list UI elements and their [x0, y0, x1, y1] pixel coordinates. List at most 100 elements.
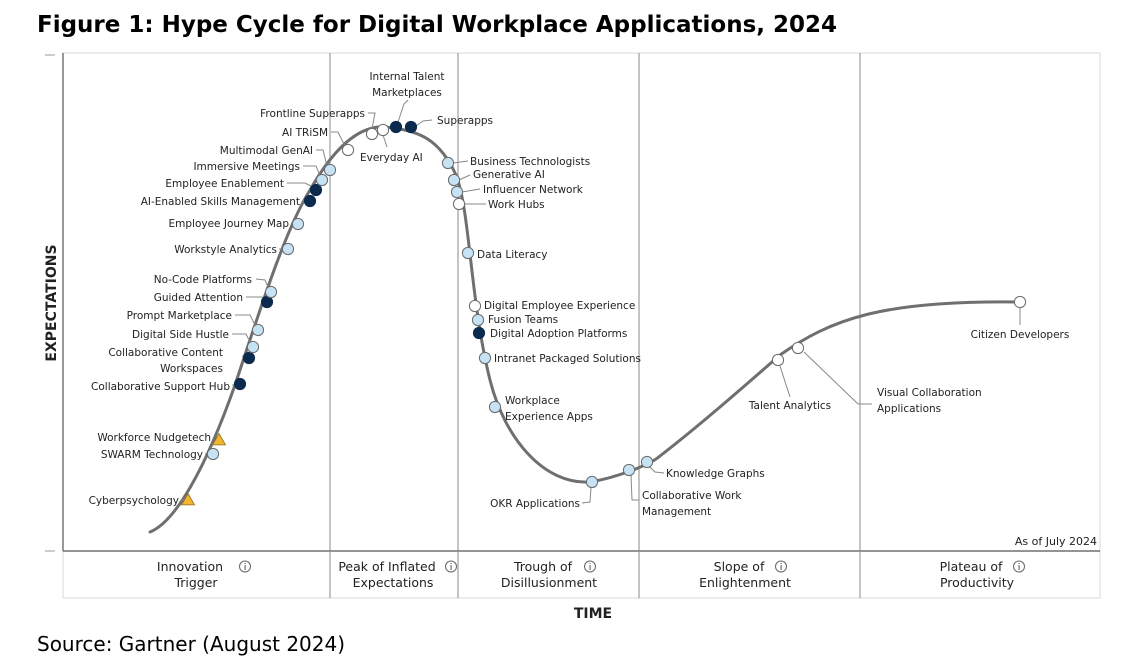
- marker-multimodal-genai[interactable]: [323, 163, 337, 177]
- leader-generative-ai: [458, 174, 471, 181]
- label-line-2: Workspaces: [160, 363, 223, 375]
- leader-prompt-marketplace: [235, 314, 257, 328]
- marker-cyberpsychology[interactable]: [180, 492, 196, 506]
- label-multimodal-genai: Multimodal GenAI: [220, 145, 313, 157]
- marker-internal-talent-marketplaces[interactable]: [389, 120, 403, 134]
- marker-data-literacy[interactable]: [461, 246, 475, 260]
- label-okr-applications: OKR Applications: [490, 498, 580, 510]
- info-icon[interactable]: i: [1013, 560, 1025, 573]
- label-business-technologists: Business Technologists: [470, 156, 590, 168]
- label-digital-adoption-platforms: Digital Adoption Platforms: [490, 328, 627, 340]
- marker-visual-collaboration-applications[interactable]: [791, 341, 805, 355]
- leader-superapps: [415, 119, 433, 127]
- phase-label-line2-productivity: Productivity: [940, 575, 1015, 590]
- marker-digital-adoption-platforms[interactable]: [472, 326, 486, 340]
- label-line-2: Management: [642, 506, 711, 518]
- phase-label-trough-of: Trough of: [513, 559, 573, 574]
- leader-employee-enablement: [287, 182, 314, 188]
- marker-knowledge-graphs[interactable]: [640, 455, 654, 469]
- leader-ai-trism: [331, 131, 346, 147]
- label-ai-trism: AI TRiSM: [282, 127, 328, 139]
- info-icon-circle: [239, 560, 251, 573]
- info-icon-circle: [445, 560, 457, 573]
- label-internal-talent-marketplaces: Internal Talent Marketplaces: [369, 71, 444, 99]
- label-collaborative-content-workspaces: Collaborative Content Workspaces: [108, 347, 223, 375]
- info-icon-glyph: i: [589, 563, 591, 573]
- label-collaborative-work-management: Collaborative Work Management: [642, 490, 742, 518]
- marker-collaborative-work-management[interactable]: [622, 463, 636, 477]
- info-icon-circle: [1013, 560, 1025, 573]
- marker-superapps[interactable]: [404, 120, 418, 134]
- marker-digital-employee-experience[interactable]: [468, 299, 482, 313]
- leader-everyday-ai: [382, 134, 388, 148]
- leader-talent-analytics: [779, 365, 791, 398]
- phase-label-slope-of: Slope of: [714, 559, 765, 574]
- label-intranet-packaged-solutions: Intranet Packaged Solutions: [494, 353, 641, 365]
- label-influencer-network: Influencer Network: [483, 184, 584, 196]
- chart-frame: [45, 52, 1101, 599]
- marker-immersive-meetings[interactable]: [315, 173, 329, 187]
- leader-okr-applications: [581, 486, 592, 504]
- leader-frontline-superapps: [368, 112, 376, 130]
- label-fusion-teams: Fusion Teams: [488, 314, 558, 326]
- figure-title: Figure 1: Hype Cycle for Digital Workpla…: [37, 12, 838, 38]
- technology-labels: Cyberpsychology SWARM Technology Workforce…: [89, 71, 1070, 518]
- info-icon[interactable]: i: [584, 560, 596, 573]
- marker-collaborative-content-workspaces[interactable]: [242, 351, 256, 365]
- marker-influencer-network[interactable]: [450, 185, 464, 199]
- info-icon-circle: [584, 560, 596, 573]
- plot-area-border: [62, 52, 1101, 599]
- label-work-hubs: Work Hubs: [488, 199, 545, 211]
- marker-business-technologists[interactable]: [441, 156, 455, 170]
- marker-employee-journey-map[interactable]: [291, 217, 305, 231]
- marker-ai-trism[interactable]: [341, 143, 355, 157]
- label-immersive-meetings: Immersive Meetings: [193, 161, 300, 173]
- label-data-literacy: Data Literacy: [477, 249, 548, 261]
- info-icon[interactable]: i: [445, 560, 457, 573]
- leader-internal-talent-marketplaces: [397, 99, 409, 123]
- label-generative-ai: Generative AI: [473, 169, 545, 181]
- phase-label-line2-trigger: Trigger: [173, 575, 218, 590]
- as-of-date: As of July 2024: [1015, 535, 1097, 548]
- marker-workstyle-analytics[interactable]: [281, 242, 295, 256]
- info-icon-glyph: i: [780, 563, 782, 573]
- marker-generative-ai[interactable]: [447, 173, 461, 187]
- marker-frontline-superapps[interactable]: [365, 127, 379, 141]
- info-icon[interactable]: i: [775, 560, 787, 573]
- marker-work-hubs[interactable]: [452, 197, 466, 211]
- marker-citizen-developers[interactable]: [1013, 295, 1027, 309]
- leader-multimodal-genai: [316, 149, 328, 167]
- phase-label-line2-disillusionment: Disillusionment: [501, 575, 597, 590]
- label-line-2: Marketplaces: [372, 87, 442, 99]
- label-knowledge-graphs: Knowledge Graphs: [666, 468, 765, 480]
- marker-okr-applications[interactable]: [585, 475, 599, 489]
- marker-talent-analytics[interactable]: [771, 353, 785, 367]
- marker-no-code-platforms[interactable]: [264, 285, 278, 299]
- label-ai-enabled-skills-management: AI-Enabled Skills Management: [141, 196, 300, 208]
- label-workplace-experience-apps: Workplace Experience Apps: [505, 395, 593, 423]
- marker-workplace-experience-apps[interactable]: [488, 400, 502, 414]
- marker-intranet-packaged-solutions[interactable]: [478, 351, 492, 365]
- marker-workforce-nudgetech[interactable]: [211, 432, 227, 446]
- marker-collaborative-support-hub[interactable]: [233, 377, 247, 391]
- marker-swarm-technology[interactable]: [206, 447, 220, 461]
- marker-employee-enablement[interactable]: [309, 183, 323, 197]
- label-cyberpsychology: Cyberpsychology: [89, 495, 179, 507]
- leader-business-technologists: [452, 160, 469, 164]
- marker-fusion-teams[interactable]: [471, 313, 485, 327]
- marker-prompt-marketplace[interactable]: [251, 323, 265, 337]
- leader-no-code-platforms: [255, 278, 270, 290]
- info-icon-circle: [775, 560, 787, 573]
- marker-ai-enabled-skills-management[interactable]: [303, 194, 317, 208]
- marker-digital-side-hustle[interactable]: [246, 340, 260, 354]
- label-visual-collaboration-applications: Visual Collaboration Applications: [877, 387, 982, 415]
- label-prompt-marketplace: Prompt Marketplace: [127, 310, 232, 322]
- info-icon[interactable]: i: [239, 560, 251, 573]
- hype-cycle-curve: [148, 125, 1022, 534]
- leader-collaborative-work-management: [630, 474, 639, 501]
- info-icon-glyph: i: [244, 563, 246, 573]
- marker-everyday-ai[interactable]: [376, 123, 390, 137]
- label-employee-enablement: Employee Enablement: [165, 178, 284, 190]
- label-digital-employee-experience: Digital Employee Experience: [484, 300, 635, 312]
